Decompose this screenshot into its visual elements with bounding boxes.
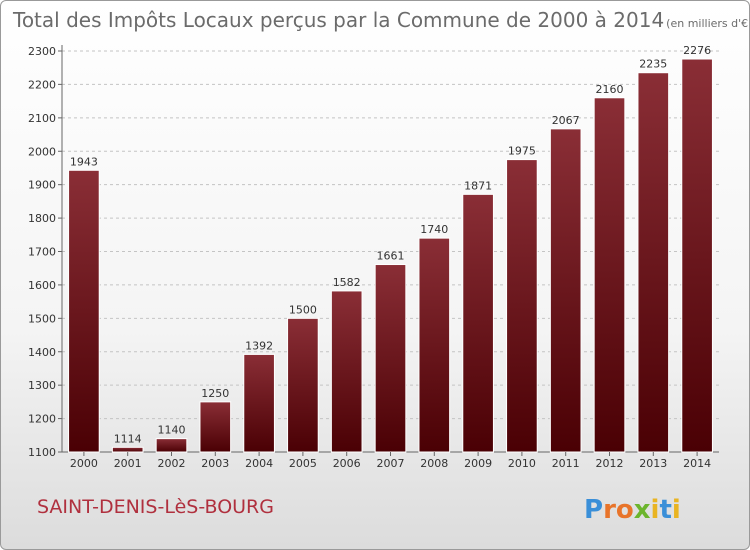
- bar-2001: [111, 446, 144, 453]
- data-label-2001: 1114: [114, 432, 142, 445]
- data-label-2012: 2160: [596, 83, 624, 96]
- proxiti-logo: Proxiti: [584, 495, 681, 525]
- data-labels: 1943 1114 1140 1250 1392 1500 1582 1661 1740 1871…: [70, 44, 711, 445]
- logo-letter: x: [634, 495, 651, 525]
- logo-letter: i: [651, 495, 660, 525]
- logo-letter: o: [616, 495, 634, 525]
- x-tick-label-2014: 2014: [683, 457, 711, 470]
- x-tick-label-2004: 2004: [245, 457, 273, 470]
- x-tick-label-2002: 2002: [158, 457, 186, 470]
- bar-2011: [549, 128, 582, 453]
- bar-2009: [462, 193, 494, 453]
- data-label-2004: 1392: [245, 339, 273, 352]
- y-tick-label: 2100: [28, 112, 56, 125]
- x-tick-label-2000: 2000: [70, 457, 98, 470]
- bar-2013: [637, 72, 670, 453]
- x-tick-label-2005: 2005: [289, 457, 317, 470]
- y-tick-label: 1200: [28, 413, 56, 426]
- data-label-2000: 1943: [70, 155, 98, 168]
- data-label-2009: 1871: [464, 179, 492, 192]
- y-tick-label: 1600: [28, 279, 56, 292]
- bar-2000: [68, 169, 100, 453]
- data-label-2011: 2067: [552, 114, 580, 127]
- data-label-2002: 1140: [158, 424, 186, 437]
- data-label-2005: 1500: [289, 303, 317, 316]
- chart-title: Total des Impôts Locaux perçus par la Co…: [12, 8, 750, 32]
- x-tick-label-2008: 2008: [420, 457, 448, 470]
- x-tick-label-2011: 2011: [552, 457, 580, 470]
- logo-letter: r: [603, 495, 616, 525]
- x-tick-label-2012: 2012: [596, 457, 624, 470]
- y-tick-label: 2300: [28, 45, 56, 58]
- bar-2002: [155, 438, 188, 453]
- bar-2005: [287, 317, 319, 453]
- y-tick-label: 2200: [28, 78, 56, 91]
- bar-2010: [506, 159, 538, 453]
- y-tick-labels: 1100 1200 1300 1400 1500 1600 1700 1800 1900 2000…: [28, 45, 56, 459]
- data-label-2006: 1582: [333, 276, 361, 289]
- y-tick-label: 1900: [28, 179, 56, 192]
- data-label-2014: 2276: [683, 44, 711, 57]
- y-tick-label: 2000: [28, 145, 56, 158]
- y-tick-label: 1400: [28, 346, 56, 359]
- bar-2003: [199, 401, 232, 453]
- bar-2008: [418, 237, 451, 453]
- x-tick-label-2003: 2003: [201, 457, 229, 470]
- logo-letter: P: [584, 495, 603, 525]
- y-tick-label: 1800: [28, 212, 56, 225]
- x-tick-label-2006: 2006: [333, 457, 361, 470]
- x-tick-label-2010: 2010: [508, 457, 536, 470]
- logo-text: Proxiti: [584, 495, 681, 525]
- y-tick-label: 1700: [28, 246, 56, 259]
- commune-name: SAINT-DENIS-LèS-BOURG: [37, 496, 274, 518]
- x-tick-label-2013: 2013: [639, 457, 667, 470]
- bar-2007: [374, 264, 407, 453]
- bar-2014: [681, 58, 713, 453]
- x-tick-label-2009: 2009: [464, 457, 492, 470]
- logo-letter: t: [659, 495, 671, 525]
- chart-title-main: Total des Impôts Locaux perçus par la Co…: [12, 8, 664, 32]
- y-tick-label: 1100: [28, 446, 56, 459]
- bar-2012: [593, 97, 626, 453]
- data-label-2003: 1250: [201, 387, 229, 400]
- data-label-2008: 1740: [420, 223, 448, 236]
- y-tick-label: 1300: [28, 379, 56, 392]
- bar-2006: [330, 290, 363, 453]
- x-tick-label-2001: 2001: [114, 457, 142, 470]
- bar-2004: [243, 353, 275, 453]
- data-label-2013: 2235: [639, 58, 667, 71]
- x-tick-labels: 2000 2001 2002 2003 2004 2005 2006 2007 2008 2009…: [70, 452, 711, 470]
- chart-title-unit: (en milliers d'€): [666, 17, 750, 30]
- data-label-2010: 1975: [508, 145, 536, 158]
- x-tick-label-2007: 2007: [377, 457, 405, 470]
- y-tick-label: 1500: [28, 312, 56, 325]
- logo-letter: i: [672, 495, 681, 525]
- data-label-2007: 1661: [377, 250, 405, 263]
- bars: [68, 58, 713, 453]
